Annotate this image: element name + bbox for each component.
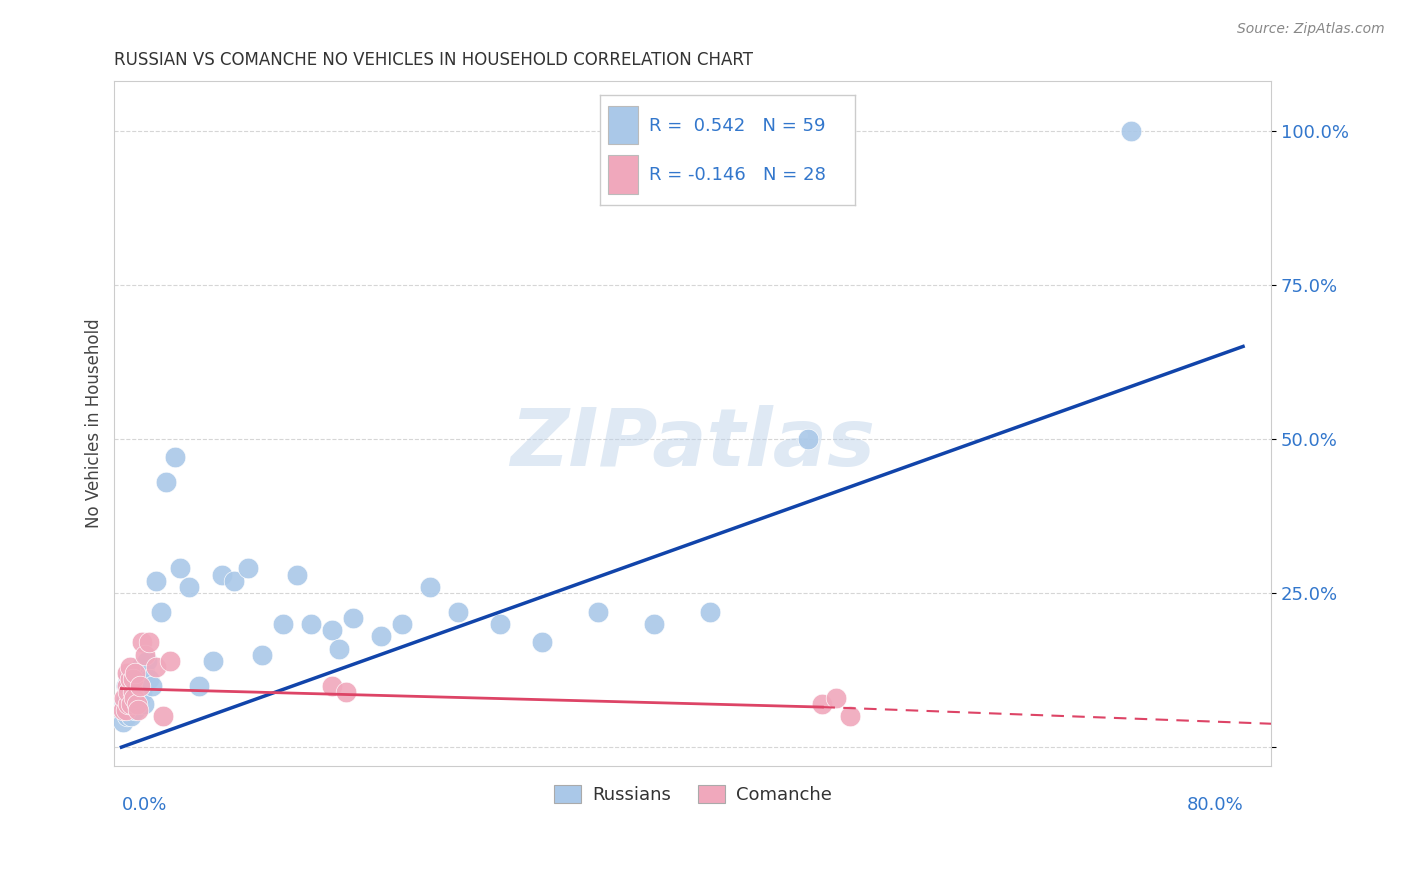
Point [114,679,136,693]
Point [120,679,142,693]
Point [112,703,135,717]
Point [1119,123,1142,137]
Point [117,697,139,711]
Point [114,703,136,717]
Point [121,673,143,687]
Point [155,475,177,489]
Point [129,660,152,674]
Point [211,567,233,582]
Point [134,666,156,681]
Point [271,616,294,631]
Point [117,684,139,698]
Point [111,715,134,730]
Point [124,666,146,681]
Point [391,616,413,631]
Point [419,580,441,594]
Point [114,690,136,705]
Point [122,690,145,705]
Point [124,703,146,717]
Point [132,697,155,711]
Y-axis label: No Vehicles in Household: No Vehicles in Household [86,318,103,528]
Point [335,684,357,698]
Point [163,450,186,465]
Point [122,690,145,705]
Point [321,679,343,693]
Point [124,666,146,681]
Point [825,690,848,705]
Point [115,679,138,693]
Point [811,697,834,711]
Point [127,673,149,687]
Text: Source: ZipAtlas.com: Source: ZipAtlas.com [1237,22,1385,37]
Point [131,684,153,698]
Point [169,561,191,575]
Point [141,679,163,693]
Point [222,574,245,588]
Point [328,641,350,656]
Point [125,697,148,711]
Point [285,567,308,582]
Point [586,605,609,619]
Point [121,697,143,711]
Point [128,690,150,705]
Point [117,697,139,711]
Point [370,629,392,643]
Point [127,703,149,717]
Point [121,684,143,698]
Point [112,697,135,711]
Point [134,648,156,662]
Legend: Russians, Comanche: Russians, Comanche [547,778,839,812]
Point [135,654,157,668]
Point [128,679,150,693]
Point [152,709,174,723]
Point [120,709,142,723]
Text: RUSSIAN VS COMANCHE NO VEHICLES IN HOUSEHOLD CORRELATION CHART: RUSSIAN VS COMANCHE NO VEHICLES IN HOUSE… [114,51,754,69]
Point [250,648,273,662]
Point [111,703,134,717]
Point [125,684,148,698]
Point [118,673,141,687]
Point [112,690,135,705]
Point [131,635,153,649]
Point [236,561,259,575]
Point [531,635,554,649]
Point [138,673,160,687]
Point [138,635,160,649]
Point [118,660,141,674]
Point [159,654,181,668]
Point [145,660,167,674]
Point [321,623,343,637]
Point [114,703,136,717]
Text: ZIPatlas: ZIPatlas [510,405,876,483]
Point [121,684,143,698]
Point [839,709,862,723]
Point [201,654,224,668]
Point [120,697,142,711]
Point [145,574,167,588]
Point [117,673,139,687]
Point [489,616,512,631]
Text: 0.0%: 0.0% [121,797,167,814]
Point [115,684,138,698]
Point [699,605,721,619]
Point [118,703,141,717]
Point [447,605,470,619]
Point [797,432,820,446]
Point [131,679,153,693]
Point [118,690,141,705]
Point [177,580,200,594]
Text: 80.0%: 80.0% [1187,797,1243,814]
Point [299,616,322,631]
Point [149,605,172,619]
Point [115,709,138,723]
Point [643,616,665,631]
Point [342,610,364,624]
Point [187,679,209,693]
Point [115,666,138,681]
